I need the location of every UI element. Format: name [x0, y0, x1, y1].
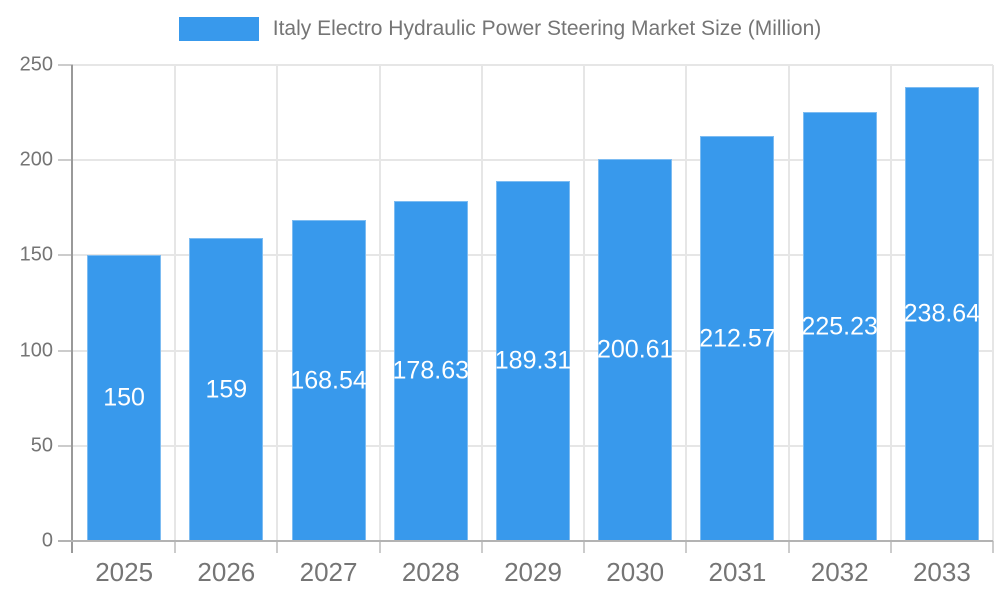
- y-axis-tick: [58, 64, 73, 66]
- x-axis-tick: [276, 541, 279, 553]
- x-axis-tick: [685, 541, 688, 553]
- x-axis-tick: [583, 541, 586, 553]
- x-axis-label: 2032: [810, 557, 869, 587]
- gridline-horizontal: [73, 159, 993, 162]
- bar-2028[interactable]: [393, 200, 468, 541]
- legend-swatch-icon: [178, 17, 259, 41]
- y-axis-label: 50: [30, 434, 53, 457]
- gridline-vertical: [787, 65, 790, 541]
- gridline-horizontal: [73, 64, 993, 66]
- gridline-vertical: [889, 65, 892, 541]
- x-axis-tick: [889, 541, 892, 553]
- bar-value-label: 189.31: [494, 346, 572, 375]
- x-axis-label: 2025: [95, 557, 154, 587]
- bar-2031[interactable]: [700, 136, 775, 541]
- x-axis-label: 2028: [401, 557, 460, 587]
- x-axis-label: 2031: [708, 557, 767, 587]
- x-axis-tick: [992, 541, 994, 553]
- x-axis-tick: [787, 541, 790, 553]
- bar-value-label: 225.23: [801, 312, 878, 341]
- bar-value-label: 159: [205, 375, 248, 404]
- y-axis-label: 150: [19, 243, 53, 266]
- gridline-vertical: [378, 65, 381, 541]
- y-axis-label: 200: [19, 148, 53, 171]
- x-axis-baseline: [58, 540, 993, 542]
- gridline-vertical: [174, 65, 177, 541]
- bar-value-label: 150: [103, 383, 145, 412]
- bar-value-label: 238.64: [903, 299, 981, 328]
- bar-value-label: 200.61: [596, 335, 674, 364]
- x-axis-label: 2027: [299, 557, 358, 587]
- gridline-vertical: [480, 65, 483, 541]
- bar-2025[interactable]: [87, 255, 162, 541]
- gridline-vertical: [685, 65, 688, 541]
- bar-2027[interactable]: [291, 220, 366, 541]
- x-axis-tick: [378, 541, 381, 553]
- x-axis-tick: [480, 541, 483, 553]
- y-axis-tick: [58, 349, 73, 352]
- y-axis-tick: [58, 159, 73, 162]
- x-axis-label: 2030: [606, 557, 665, 587]
- bar-2026[interactable]: [189, 238, 264, 541]
- y-axis-label: 0: [41, 529, 53, 552]
- y-axis-tick: [58, 254, 73, 257]
- x-axis-label: 2033: [912, 557, 971, 587]
- gridline-vertical: [583, 65, 586, 541]
- bar-2030[interactable]: [598, 159, 673, 541]
- bar-value-label: 168.54: [290, 366, 367, 395]
- x-axis-label: 2026: [197, 557, 256, 587]
- bar-value-label: 178.63: [392, 356, 469, 385]
- y-axis-label: 250: [19, 53, 53, 76]
- bar-2033[interactable]: [904, 86, 979, 541]
- bar-2029[interactable]: [496, 180, 570, 541]
- x-axis-tick: [174, 541, 177, 553]
- legend-item[interactable]: Italy Electro Hydraulic Power Steering M…: [178, 17, 822, 41]
- legend: Italy Electro Hydraulic Power Steering M…: [0, 17, 1000, 41]
- bar-2032[interactable]: [802, 112, 877, 541]
- y-axis-tick: [58, 444, 73, 447]
- gridline-vertical: [276, 65, 279, 541]
- x-axis-label: 2029: [504, 557, 562, 587]
- gridline-vertical: [992, 65, 994, 541]
- y-axis-label: 100: [19, 339, 53, 362]
- legend-label: Italy Electro Hydraulic Power Steering M…: [272, 17, 822, 40]
- bar-value-label: 212.57: [699, 324, 776, 353]
- y-axis-line: [71, 65, 73, 553]
